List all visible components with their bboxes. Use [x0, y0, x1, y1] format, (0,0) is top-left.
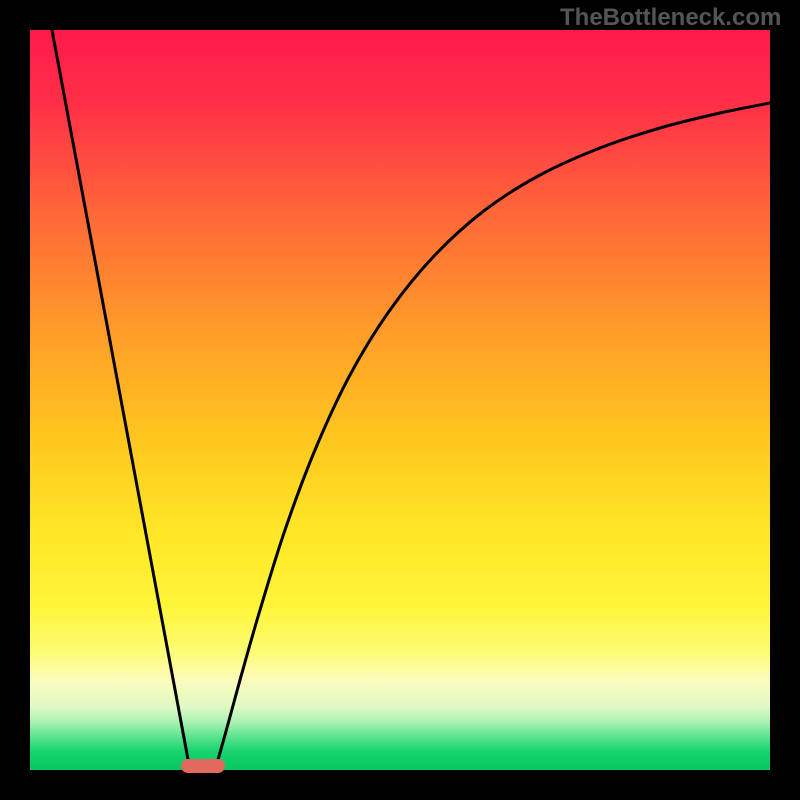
bottleneck-marker: [181, 759, 225, 773]
chart-container: TheBottleneck.com: [0, 0, 800, 800]
watermark-text: TheBottleneck.com: [560, 4, 781, 32]
watermark-label: TheBottleneck.com: [560, 4, 781, 31]
curve-layer: [0, 0, 800, 800]
